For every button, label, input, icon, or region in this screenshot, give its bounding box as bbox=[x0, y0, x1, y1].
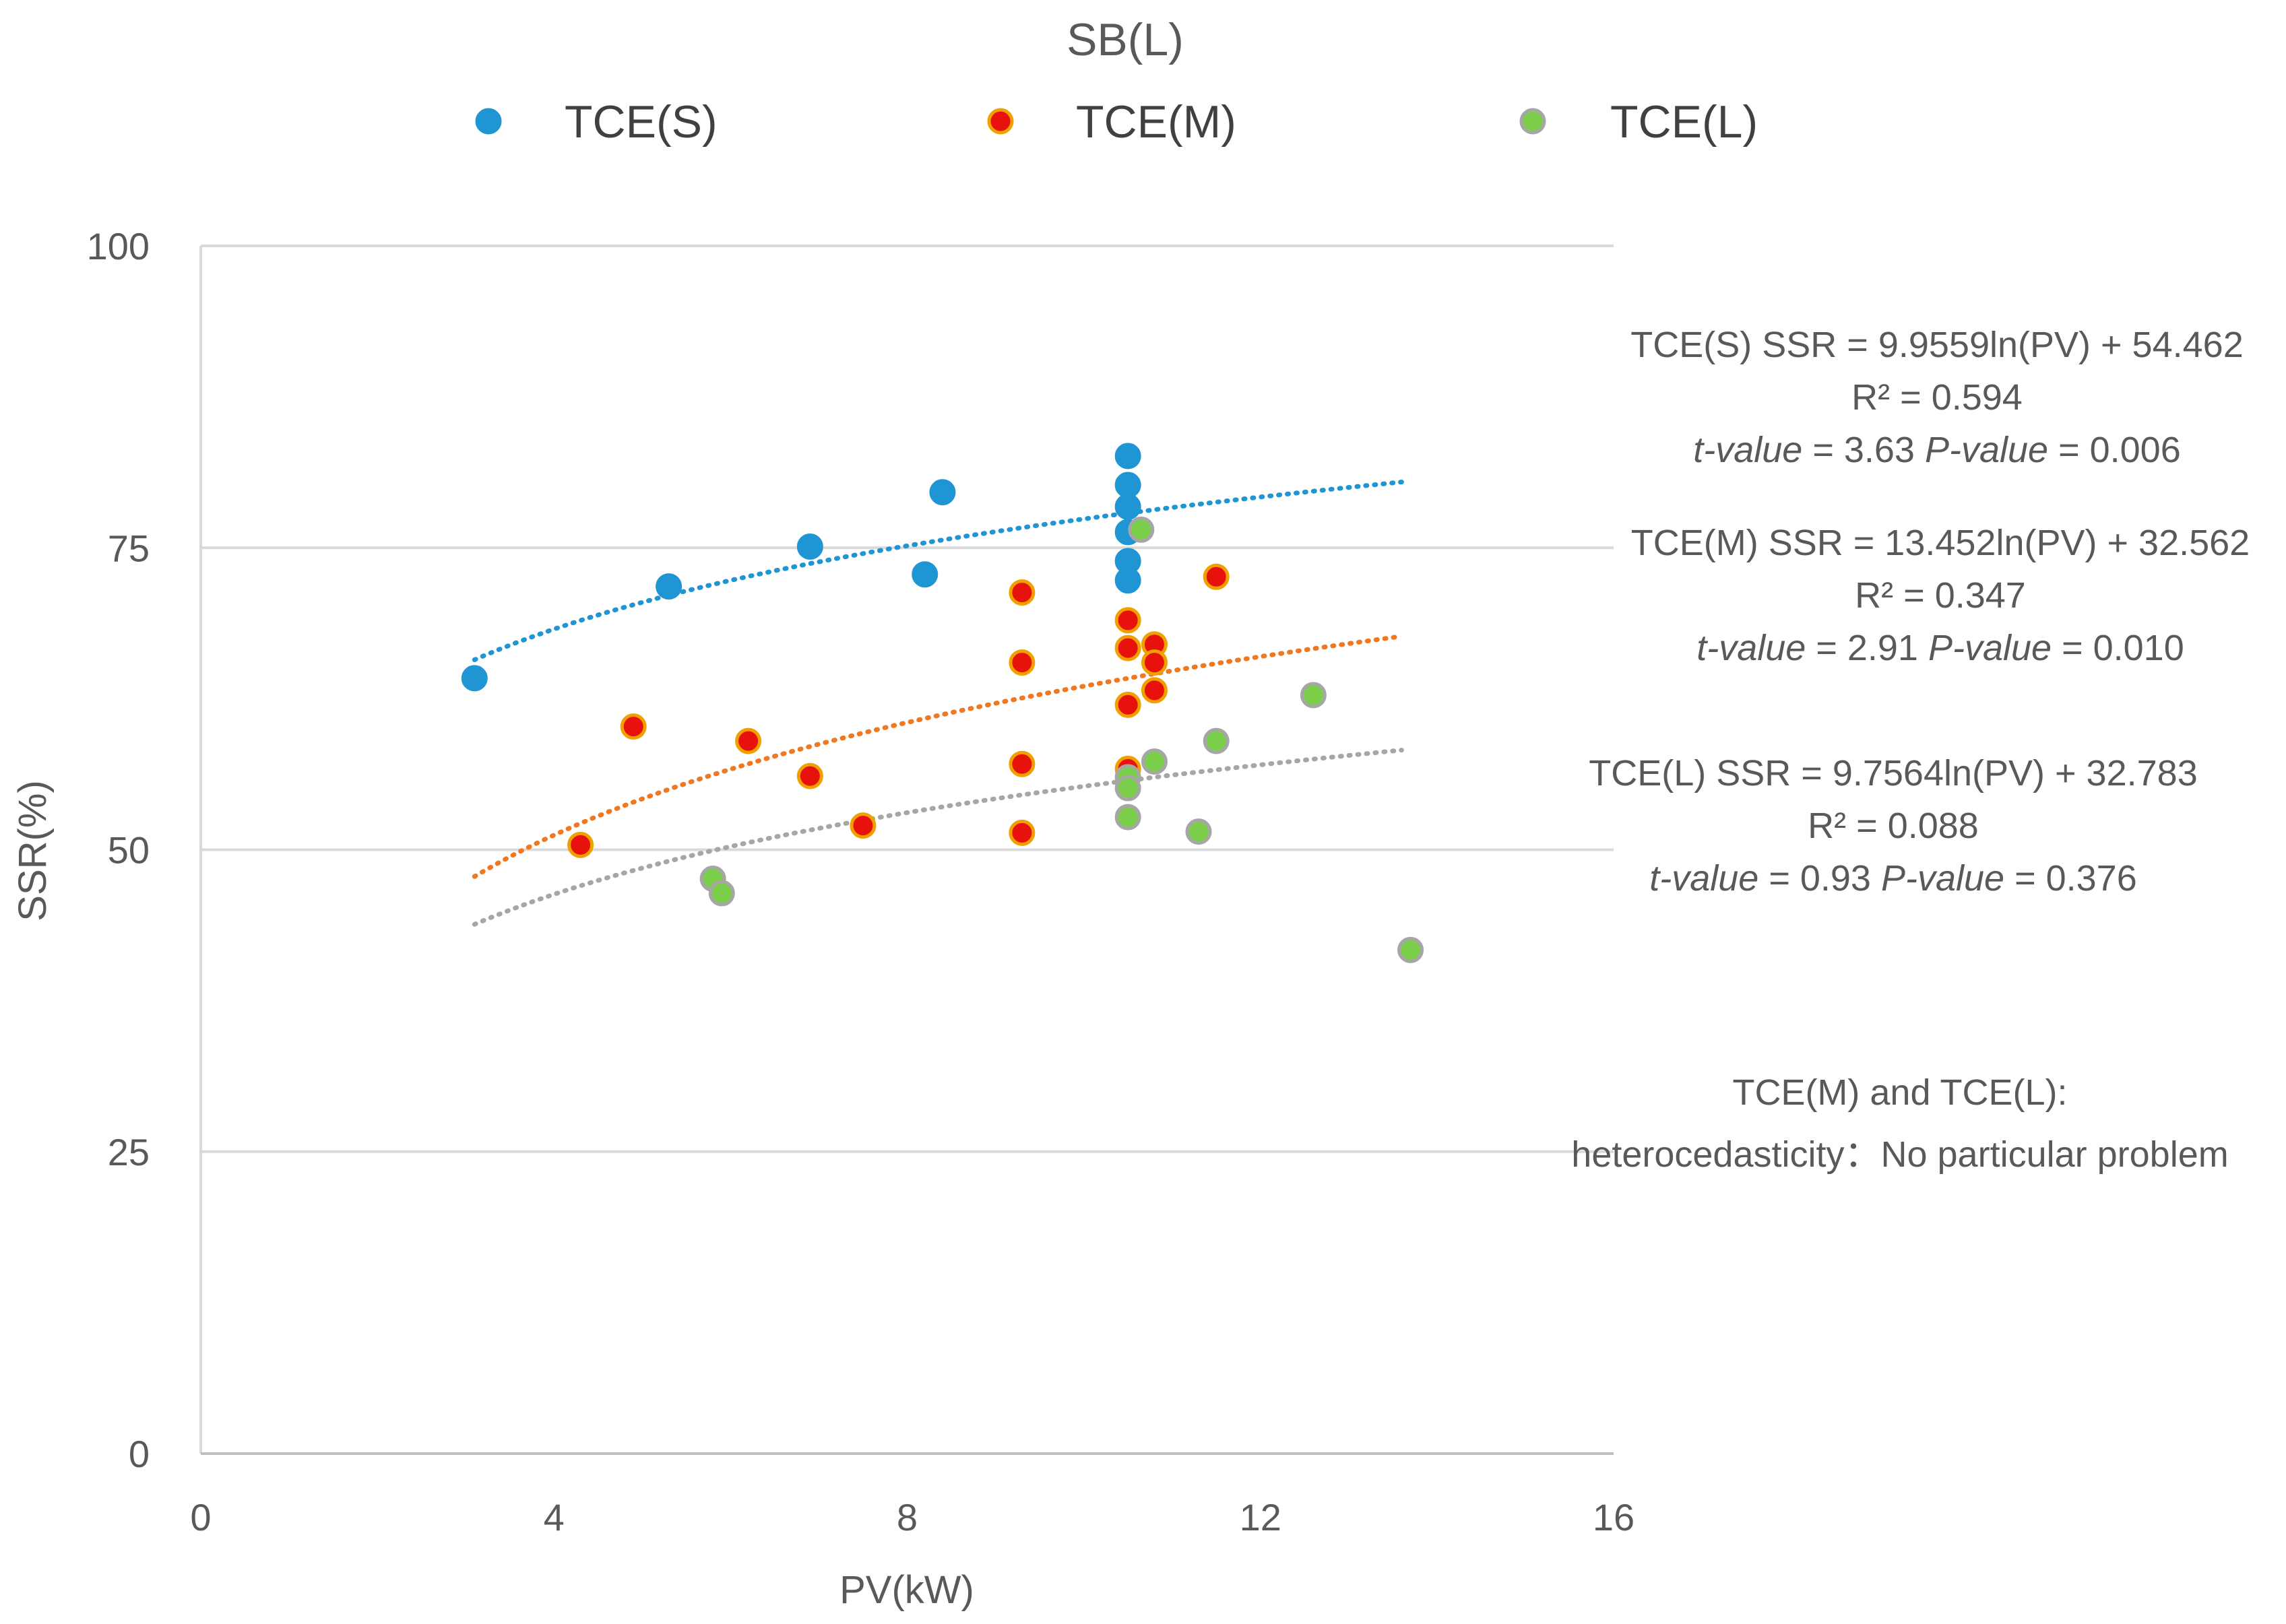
x-tick-labels: 0 4 8 12 16 bbox=[190, 1496, 1634, 1538]
annotation-tce-m-t-label: t-value bbox=[1696, 628, 1806, 668]
annotation-tce-l-t-value: = 0.93 bbox=[1758, 858, 1881, 899]
point-tces bbox=[929, 479, 956, 506]
annotation-tce-m-equation: TCE(M) SSR = 13.452ln(PV) + 32.562 bbox=[1631, 523, 2250, 563]
point-tcel bbox=[1300, 682, 1327, 709]
point-tcem bbox=[1141, 677, 1168, 704]
y-tick-label: 0 bbox=[129, 1433, 150, 1475]
chart-title: SB(L) bbox=[1067, 14, 1184, 65]
point-tces bbox=[1114, 567, 1141, 594]
point-tces bbox=[1114, 493, 1141, 520]
point-tces bbox=[1114, 472, 1141, 498]
point-tcel bbox=[708, 880, 735, 907]
annotation-tce-l-t-label: t-value bbox=[1649, 858, 1758, 899]
annotation-tce-l-p-label: P-value bbox=[1881, 858, 2004, 899]
y-tick-label: 75 bbox=[108, 527, 150, 569]
point-tces bbox=[912, 561, 939, 588]
point-tcel bbox=[1397, 936, 1424, 963]
point-tces bbox=[461, 665, 488, 692]
annotation-tce-s-p-value: = 0.006 bbox=[2048, 430, 2181, 470]
point-tcel bbox=[1114, 775, 1141, 802]
point-tcem bbox=[1009, 649, 1036, 676]
point-tcem bbox=[620, 713, 647, 740]
annotation-tce-m-p-label: P-value bbox=[1928, 628, 2052, 668]
y-tick-label: 100 bbox=[87, 225, 150, 267]
x-axis-title: PV(kW) bbox=[839, 1568, 974, 1612]
point-tces bbox=[796, 533, 823, 560]
point-tcem bbox=[1009, 819, 1036, 846]
annotation-tce-s-p-label: P-value bbox=[1925, 430, 2048, 470]
annotation-tce-s-t-value: = 3.63 bbox=[1802, 430, 1925, 470]
point-tcem bbox=[1009, 750, 1036, 777]
annotation-tce-l-stats: t-value = 0.93 P-value = 0.376 bbox=[1649, 858, 2137, 899]
annotation-tce-s-r2: R² = 0.594 bbox=[1851, 377, 2023, 418]
trendline-tcem bbox=[472, 634, 1404, 879]
point-tcel bbox=[1141, 748, 1168, 775]
annotation-tce-s: TCE(S) SSR = 9.9559ln(PV) + 54.462 R² = … bbox=[1630, 325, 2243, 470]
point-tcem bbox=[735, 727, 762, 754]
y-tick-label: 25 bbox=[108, 1131, 150, 1173]
x-tick-label: 16 bbox=[1593, 1496, 1634, 1538]
annotation-tce-s-t-label: t-value bbox=[1693, 430, 1802, 470]
annotation-tce-s-stats: t-value = 3.63 P-value = 0.006 bbox=[1693, 430, 2181, 470]
annotation-tce-l: TCE(L) SSR = 9.7564ln(PV) + 32.783 R² = … bbox=[1589, 753, 2197, 899]
legend-item-tce-l: TCE(L) bbox=[1519, 96, 1758, 148]
point-tcem bbox=[1141, 649, 1168, 676]
y-tick-label: 50 bbox=[108, 829, 150, 872]
gridlines bbox=[201, 245, 1614, 1153]
legend-item-tce-s: TCE(S) bbox=[475, 96, 718, 148]
point-tcem bbox=[796, 762, 823, 789]
point-tcel bbox=[1185, 818, 1212, 845]
point-tcel bbox=[1128, 516, 1155, 543]
legend-item-tce-m: TCE(M) bbox=[987, 96, 1236, 148]
point-tcel bbox=[1114, 804, 1141, 831]
annotation-note-line2: heterocedasticity：No particular problem bbox=[1571, 1134, 2228, 1175]
annotation-tce-m: TCE(M) SSR = 13.452ln(PV) + 32.562 R² = … bbox=[1631, 523, 2250, 668]
point-tces bbox=[1114, 443, 1141, 469]
legend-marker-tce-l bbox=[1519, 108, 1546, 135]
annotation-tce-l-p-value: = 0.376 bbox=[2004, 858, 2137, 899]
annotation-tce-m-r2: R² = 0.347 bbox=[1855, 575, 2026, 616]
x-tick-label: 12 bbox=[1240, 1496, 1281, 1538]
annotation-tce-l-r2: R² = 0.088 bbox=[1808, 806, 1979, 846]
point-tcem bbox=[1009, 579, 1036, 606]
x-tick-label: 8 bbox=[897, 1496, 918, 1538]
annotation-tce-m-stats: t-value = 2.91 P-value = 0.010 bbox=[1696, 628, 2184, 668]
point-tcel bbox=[1203, 727, 1230, 754]
y-tick-labels: 0 25 50 75 100 bbox=[87, 225, 150, 1475]
annotation-note: TCE(M) and TCE(L): heterocedasticity：No … bbox=[1571, 1072, 2228, 1175]
legend-label-tce-s: TCE(S) bbox=[565, 96, 718, 148]
x-tick-label: 4 bbox=[544, 1496, 565, 1538]
legend-marker-tce-s bbox=[475, 108, 502, 135]
point-tcem bbox=[1114, 635, 1141, 661]
point-tcem bbox=[567, 831, 594, 858]
annotation-note-line1: TCE(M) and TCE(L): bbox=[1732, 1072, 2067, 1113]
annotation-tce-m-p-value: = 0.010 bbox=[2052, 628, 2184, 668]
legend-label-tce-l: TCE(L) bbox=[1610, 96, 1758, 148]
point-tces bbox=[656, 573, 682, 600]
legend-label-tce-m: TCE(M) bbox=[1076, 96, 1236, 148]
annotation-tce-l-equation: TCE(L) SSR = 9.7564ln(PV) + 32.783 bbox=[1589, 753, 2197, 793]
x-tick-label: 0 bbox=[190, 1496, 211, 1538]
annotation-tce-m-t-value: = 2.91 bbox=[1806, 628, 1928, 668]
legend: TCE(S) TCE(M) TCE(L) bbox=[475, 96, 1758, 148]
legend-marker-tce-m bbox=[987, 108, 1014, 135]
trendlines bbox=[472, 480, 1404, 927]
point-tcem bbox=[1203, 563, 1230, 590]
trendline-tces bbox=[472, 480, 1404, 662]
point-tcem bbox=[1114, 691, 1141, 718]
trendline-tcel bbox=[472, 748, 1404, 927]
annotation-tce-s-equation: TCE(S) SSR = 9.9559ln(PV) + 54.462 bbox=[1630, 325, 2243, 365]
point-tcem bbox=[1114, 607, 1141, 634]
y-axis-title: SSR(%) bbox=[11, 780, 55, 921]
axes bbox=[199, 246, 1614, 1455]
point-tcem bbox=[850, 812, 877, 839]
data-points bbox=[461, 443, 1424, 963]
